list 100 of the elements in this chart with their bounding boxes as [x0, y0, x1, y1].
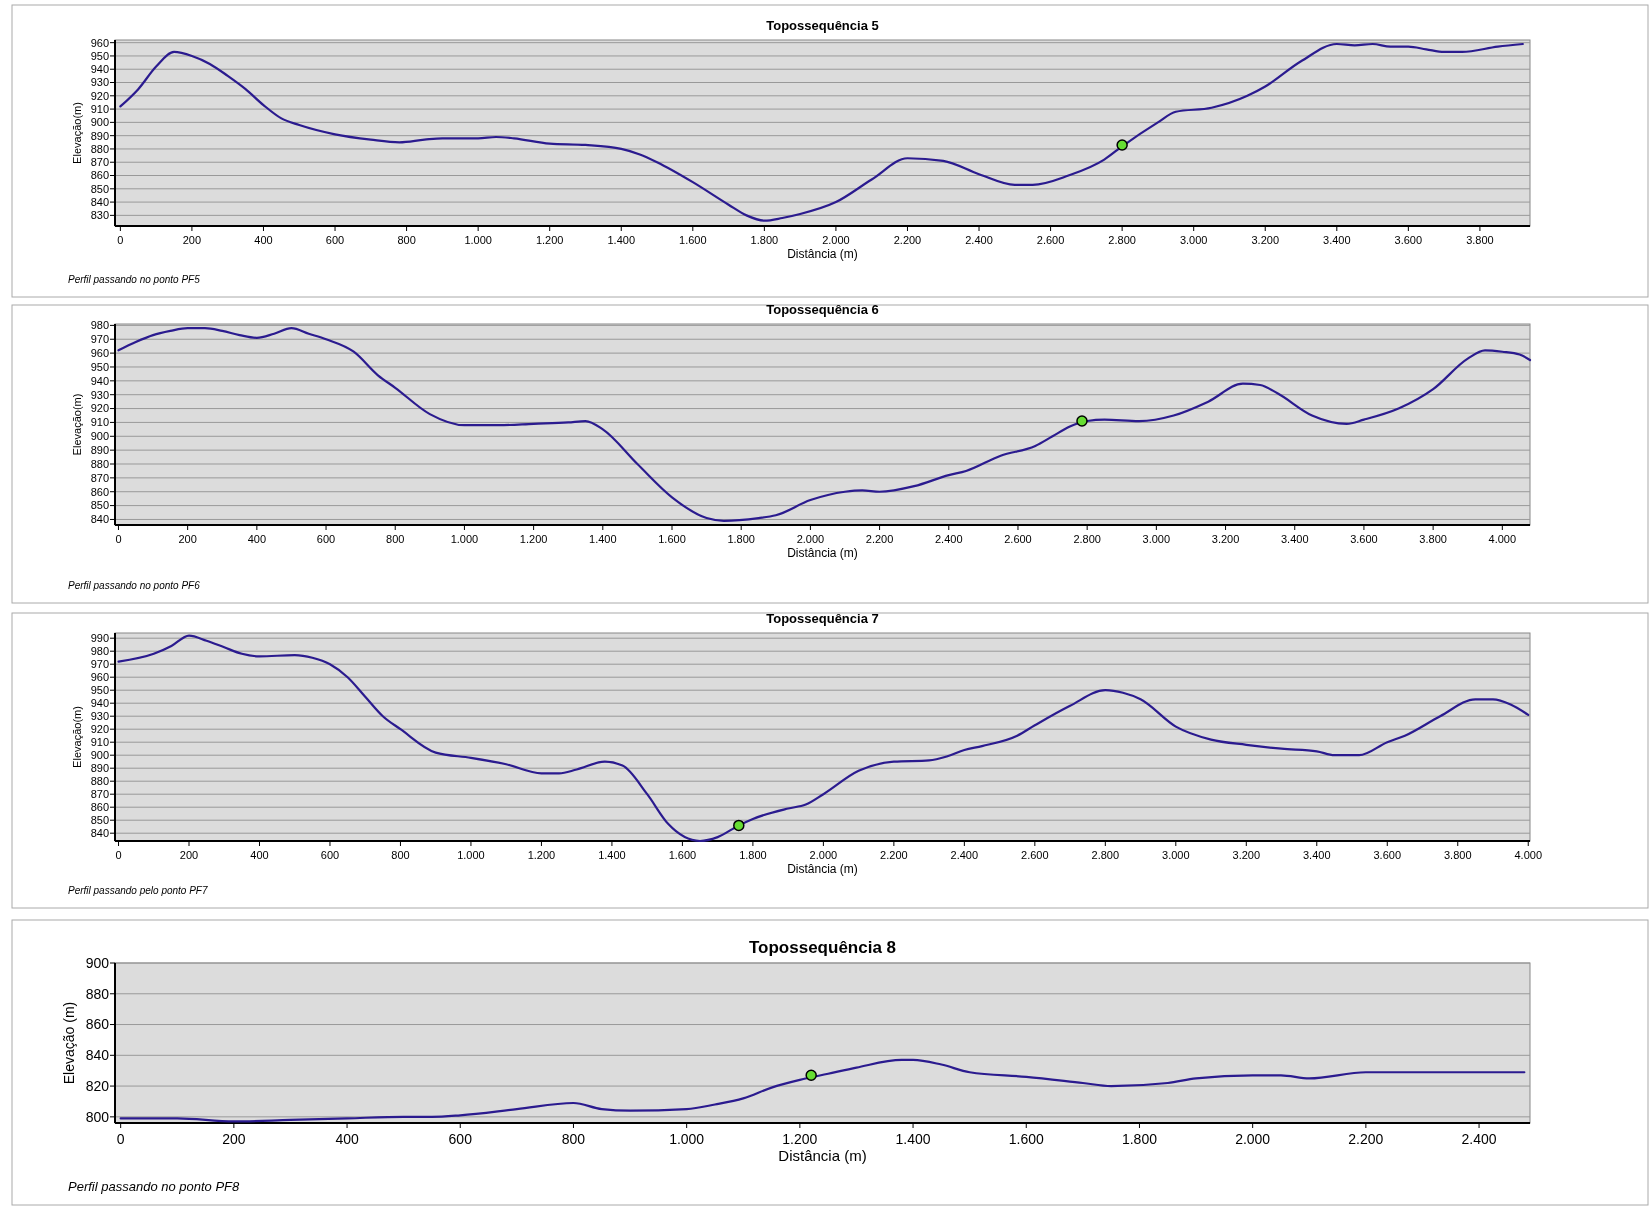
x-tick-label: 400: [247, 533, 267, 545]
x-tick-label: 4.000: [1514, 849, 1542, 861]
x-tick-label: 1.000: [464, 234, 492, 246]
x-tick-label: 200: [179, 849, 199, 861]
x-tick-label: 1.400: [607, 234, 636, 246]
y-tick-label: 920: [90, 89, 109, 102]
y-tick-label: 910: [90, 736, 109, 749]
x-tick-label: 200: [222, 1131, 246, 1147]
x-tick-label: 3.800: [1466, 234, 1494, 246]
x-tick-label: 800: [397, 234, 416, 246]
y-axis-title: Elevação(m): [71, 102, 84, 164]
x-tick-label: 800: [561, 1131, 586, 1147]
x-tick-label: 600: [316, 533, 336, 545]
line-series: [119, 42, 1524, 222]
y-tick-label: 830: [90, 209, 109, 222]
x-tick-label: 1.800: [727, 533, 755, 545]
x-tick-label: 3.400: [1303, 849, 1331, 861]
x-tick-label: 2.800: [1108, 234, 1136, 246]
y-tick-label: 900: [90, 116, 109, 129]
y-tick-label: 930: [90, 710, 109, 723]
x-tick-label: 400: [254, 234, 273, 246]
x-tick-label: 1.800: [739, 849, 767, 861]
y-tick-label: 950: [90, 49, 109, 62]
x-tick-label: 1.200: [527, 849, 556, 861]
y-tick-label: 980: [90, 645, 109, 658]
line-series: [117, 634, 1530, 843]
y-tick-label: 840: [90, 195, 109, 208]
x-tick-label: 2.000: [796, 533, 825, 545]
y-tick-label: 850: [90, 182, 109, 195]
y-axis-title: Elevação(m): [71, 393, 84, 456]
x-tick-label: 3.000: [1142, 533, 1171, 545]
y-tick-label: 840: [90, 513, 109, 526]
y-tick-label: 900: [90, 430, 109, 443]
x-tick-label: 2.000: [809, 849, 838, 861]
y-tick-label: 900: [90, 749, 109, 762]
x-tick-label: 1.000: [457, 849, 485, 861]
x-tick-label: 2.200: [893, 234, 922, 246]
x-tick-label: 400: [335, 1131, 359, 1147]
x-tick-label: 3.600: [1350, 533, 1378, 545]
x-tick-label: 400: [250, 849, 269, 861]
x-tick-label: 1.400: [589, 533, 617, 545]
x-axis-title: Distância (m): [778, 1147, 867, 1164]
chart-title: Topossequência 5: [766, 18, 879, 33]
y-tick-label: 980: [90, 319, 109, 332]
x-tick-label: 2.000: [1235, 1131, 1271, 1147]
y-tick-label: 870: [90, 471, 109, 484]
y-axis-title: Elevação (m): [60, 1001, 77, 1085]
y-tick-label: 870: [90, 156, 109, 169]
y-tick-label: 930: [90, 76, 109, 89]
y-tick-label: 990: [90, 632, 109, 645]
x-tick-label: 600: [448, 1131, 473, 1147]
y-tick-label: 960: [90, 36, 109, 49]
y-tick-label: 880: [85, 985, 110, 1002]
text: Perfil passando no ponto PF8: [68, 1179, 241, 1194]
x-tick-label: 3.400: [1280, 533, 1309, 545]
y-tick-label: 870: [90, 788, 109, 801]
x-tick-label: 1.200: [535, 234, 564, 246]
y-axis-title: Elevação(m): [71, 706, 84, 768]
chart-title: Topossequência 6: [766, 302, 879, 317]
x-axis-title: Distância (m): [787, 862, 858, 876]
x-tick-label: 1.600: [1008, 1131, 1044, 1147]
x-axis-title: Distância (m): [787, 247, 858, 261]
y-tick-label: 910: [90, 102, 109, 115]
x-tick-label: 3.600: [1373, 849, 1402, 861]
x-tick-label: 1.400: [895, 1131, 931, 1147]
x-tick-label: 200: [178, 533, 197, 545]
x-tick-label: 1.200: [519, 533, 548, 545]
x-tick-label: 1.400: [598, 849, 626, 861]
y-tick-label: 920: [90, 402, 109, 415]
x-tick-label: 2.200: [1348, 1131, 1384, 1147]
y-tick-label: 860: [85, 1016, 110, 1033]
y-tick-label: 880: [90, 457, 109, 470]
y-tick-label: 800: [85, 1108, 110, 1125]
x-tick-label: 0: [116, 1131, 125, 1147]
text: Perfil passando pelo ponto PF7: [68, 885, 208, 896]
x-tick-label: 3.200: [1211, 533, 1240, 545]
x-tick-label: 1.000: [450, 533, 479, 545]
line-series: [119, 1058, 1526, 1123]
x-tick-label: 2.800: [1091, 849, 1120, 861]
x-tick-label: 3.800: [1443, 849, 1472, 861]
x-tick-label: 3.800: [1419, 533, 1447, 545]
y-tick-label: 840: [85, 1047, 110, 1064]
chart-title: Topossequência 8: [748, 938, 897, 957]
y-tick-label: 880: [90, 775, 109, 788]
y-tick-label: 890: [90, 443, 109, 456]
text: Perfil passando no ponto PF5: [68, 274, 201, 285]
x-tick-label: 2.800: [1073, 533, 1101, 545]
x-tick-label: 3.600: [1394, 234, 1423, 246]
x-tick-label: 0: [117, 234, 124, 246]
y-tick-label: 860: [90, 169, 109, 182]
y-tick-label: 890: [90, 129, 109, 142]
x-tick-label: 600: [325, 234, 345, 246]
y-tick-label: 950: [90, 684, 109, 697]
y-tick-label: 900: [85, 954, 110, 971]
x-tick-label: 200: [182, 234, 202, 246]
y-tick-label: 880: [90, 142, 109, 155]
x-tick-label: 2.600: [1021, 849, 1049, 861]
x-tick-label: 600: [320, 849, 340, 861]
y-tick-label: 910: [90, 416, 109, 429]
x-tick-label: 3.200: [1232, 849, 1261, 861]
